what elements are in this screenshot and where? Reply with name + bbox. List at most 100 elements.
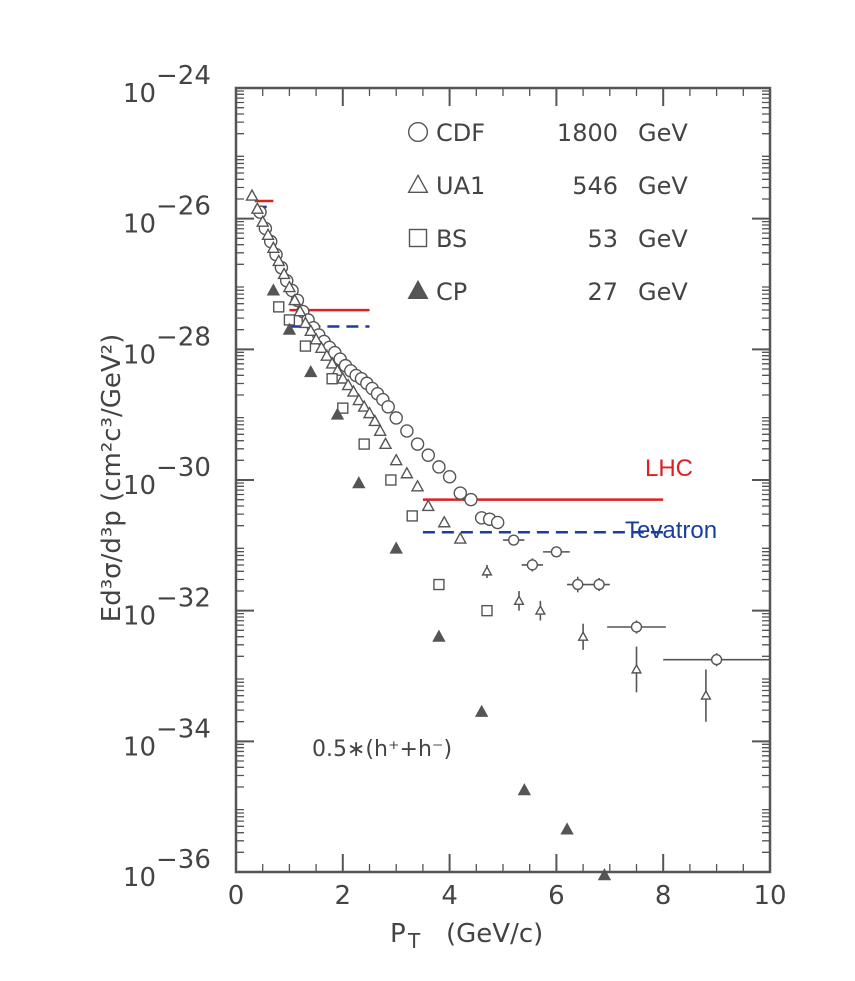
cdf-point (381, 400, 395, 414)
ua1-point (320, 348, 334, 361)
ua1-point (250, 201, 265, 214)
legend-ua1-marker (407, 173, 429, 193)
y-tick-base: 10 (123, 863, 156, 893)
tevatron-label: Tevatron (625, 517, 717, 544)
bs-point (406, 510, 418, 522)
ua1-point (534, 604, 546, 615)
cp-point (517, 783, 532, 796)
y-tick-exponent: −32 (156, 584, 211, 614)
ua1-point (410, 479, 425, 492)
cp-point (597, 868, 612, 881)
legend-cp-name: CP (436, 278, 467, 306)
legend: CDF 1800 GeV UA1 546 GeV BS 53 GeV CP 27 GeV (407, 119, 688, 306)
ua1-point (630, 663, 643, 674)
legend-cdf-unit: GeV (638, 119, 688, 147)
y-axis-title: Ed³σ/d³p (cm²c³/GeV²) (97, 334, 127, 622)
legend-ua1-name: UA1 (436, 172, 485, 200)
data-points (245, 188, 770, 881)
annotation-text: 0.5∗(h⁺+h⁻) (312, 737, 452, 762)
x-tick-label: 4 (441, 881, 458, 911)
y-tick-exponent: −30 (156, 453, 211, 483)
ua1-point (256, 214, 270, 227)
legend-bs-marker (408, 228, 428, 248)
ua1-point (389, 453, 403, 466)
cp-point (560, 822, 574, 835)
cdf-point (550, 546, 563, 558)
ua1-point (293, 304, 307, 317)
legend-bs-energy: 53 (587, 225, 618, 253)
y-tick-base: 10 (123, 340, 156, 370)
cdf-point (630, 621, 643, 633)
cp-point (304, 365, 318, 378)
cdf-point (389, 411, 403, 425)
bs-point (273, 301, 285, 313)
ua1-point (437, 515, 451, 528)
ua1-point (368, 414, 382, 427)
x-axis-title-main: P (390, 919, 406, 949)
y-tick-base: 10 (123, 79, 156, 109)
cdf-point (432, 460, 446, 474)
cp-point (389, 541, 403, 554)
ua1-point (577, 630, 589, 641)
x-axis-title: P T (GeV/c) (390, 919, 543, 953)
legend-cdf-energy: 1800 (557, 119, 618, 147)
ua1-point (282, 280, 297, 293)
ua1-point (513, 594, 525, 605)
cdf-point (400, 424, 414, 438)
cdf-point (464, 492, 478, 507)
cp-point (352, 476, 366, 489)
x-tick-label: 2 (335, 881, 352, 911)
legend-ua1-energy: 546 (572, 172, 618, 200)
x-axis: 0 2 4 6 8 10 (228, 88, 787, 911)
legend-ua1-unit: GeV (638, 172, 688, 200)
y-tick-exponent: −28 (156, 322, 211, 352)
x-tick-label: 8 (655, 881, 672, 911)
ua1-point (314, 340, 329, 354)
ua1-point (341, 378, 355, 391)
ua1-point (336, 371, 350, 384)
ua1-point (309, 332, 323, 345)
bs-point (358, 438, 370, 450)
cdf-point (508, 534, 520, 546)
ua1-point (400, 466, 414, 479)
legend-cp-unit: GeV (638, 278, 688, 306)
y-tick-base: 10 (123, 210, 156, 240)
cdf-point (710, 654, 723, 666)
ua1-point (288, 293, 302, 306)
cp-point (474, 704, 489, 717)
y-tick-base: 10 (123, 732, 156, 762)
bs-point (385, 474, 397, 486)
cdf-point (442, 469, 457, 484)
x-axis-title-unit: (GeV/c) (446, 919, 543, 949)
cp-point (432, 629, 446, 642)
ua1-point (378, 436, 393, 450)
y-tick-base: 10 (123, 602, 156, 632)
legend-cp-energy: 27 (587, 278, 618, 306)
cdf-point (526, 559, 539, 571)
bs-point (433, 578, 445, 591)
cp-point (330, 407, 345, 420)
x-tick-label: 6 (548, 881, 565, 911)
ua1-point (298, 316, 313, 329)
ua1-point (362, 406, 377, 419)
lhc-label: LHC (645, 455, 693, 482)
legend-bs-unit: GeV (638, 225, 688, 253)
legend-bs-name: BS (436, 225, 467, 253)
cp-point (282, 322, 297, 335)
y-tick-exponent: −36 (156, 845, 211, 875)
ua1-point (304, 323, 318, 337)
ua1-point (421, 498, 435, 512)
legend-cdf-marker (407, 121, 429, 143)
ua1-point (453, 531, 467, 544)
ua1-point (352, 393, 366, 406)
bs-point (481, 604, 493, 617)
legend-cdf-name: CDF (436, 119, 485, 147)
ua1-point (357, 399, 371, 412)
cdf-point (593, 578, 605, 591)
ua1-point (272, 253, 286, 267)
x-axis-title-sub: T (407, 929, 421, 953)
cdf-point (490, 515, 505, 530)
cp-point (266, 283, 281, 296)
y-tick-exponent: −26 (156, 192, 211, 222)
